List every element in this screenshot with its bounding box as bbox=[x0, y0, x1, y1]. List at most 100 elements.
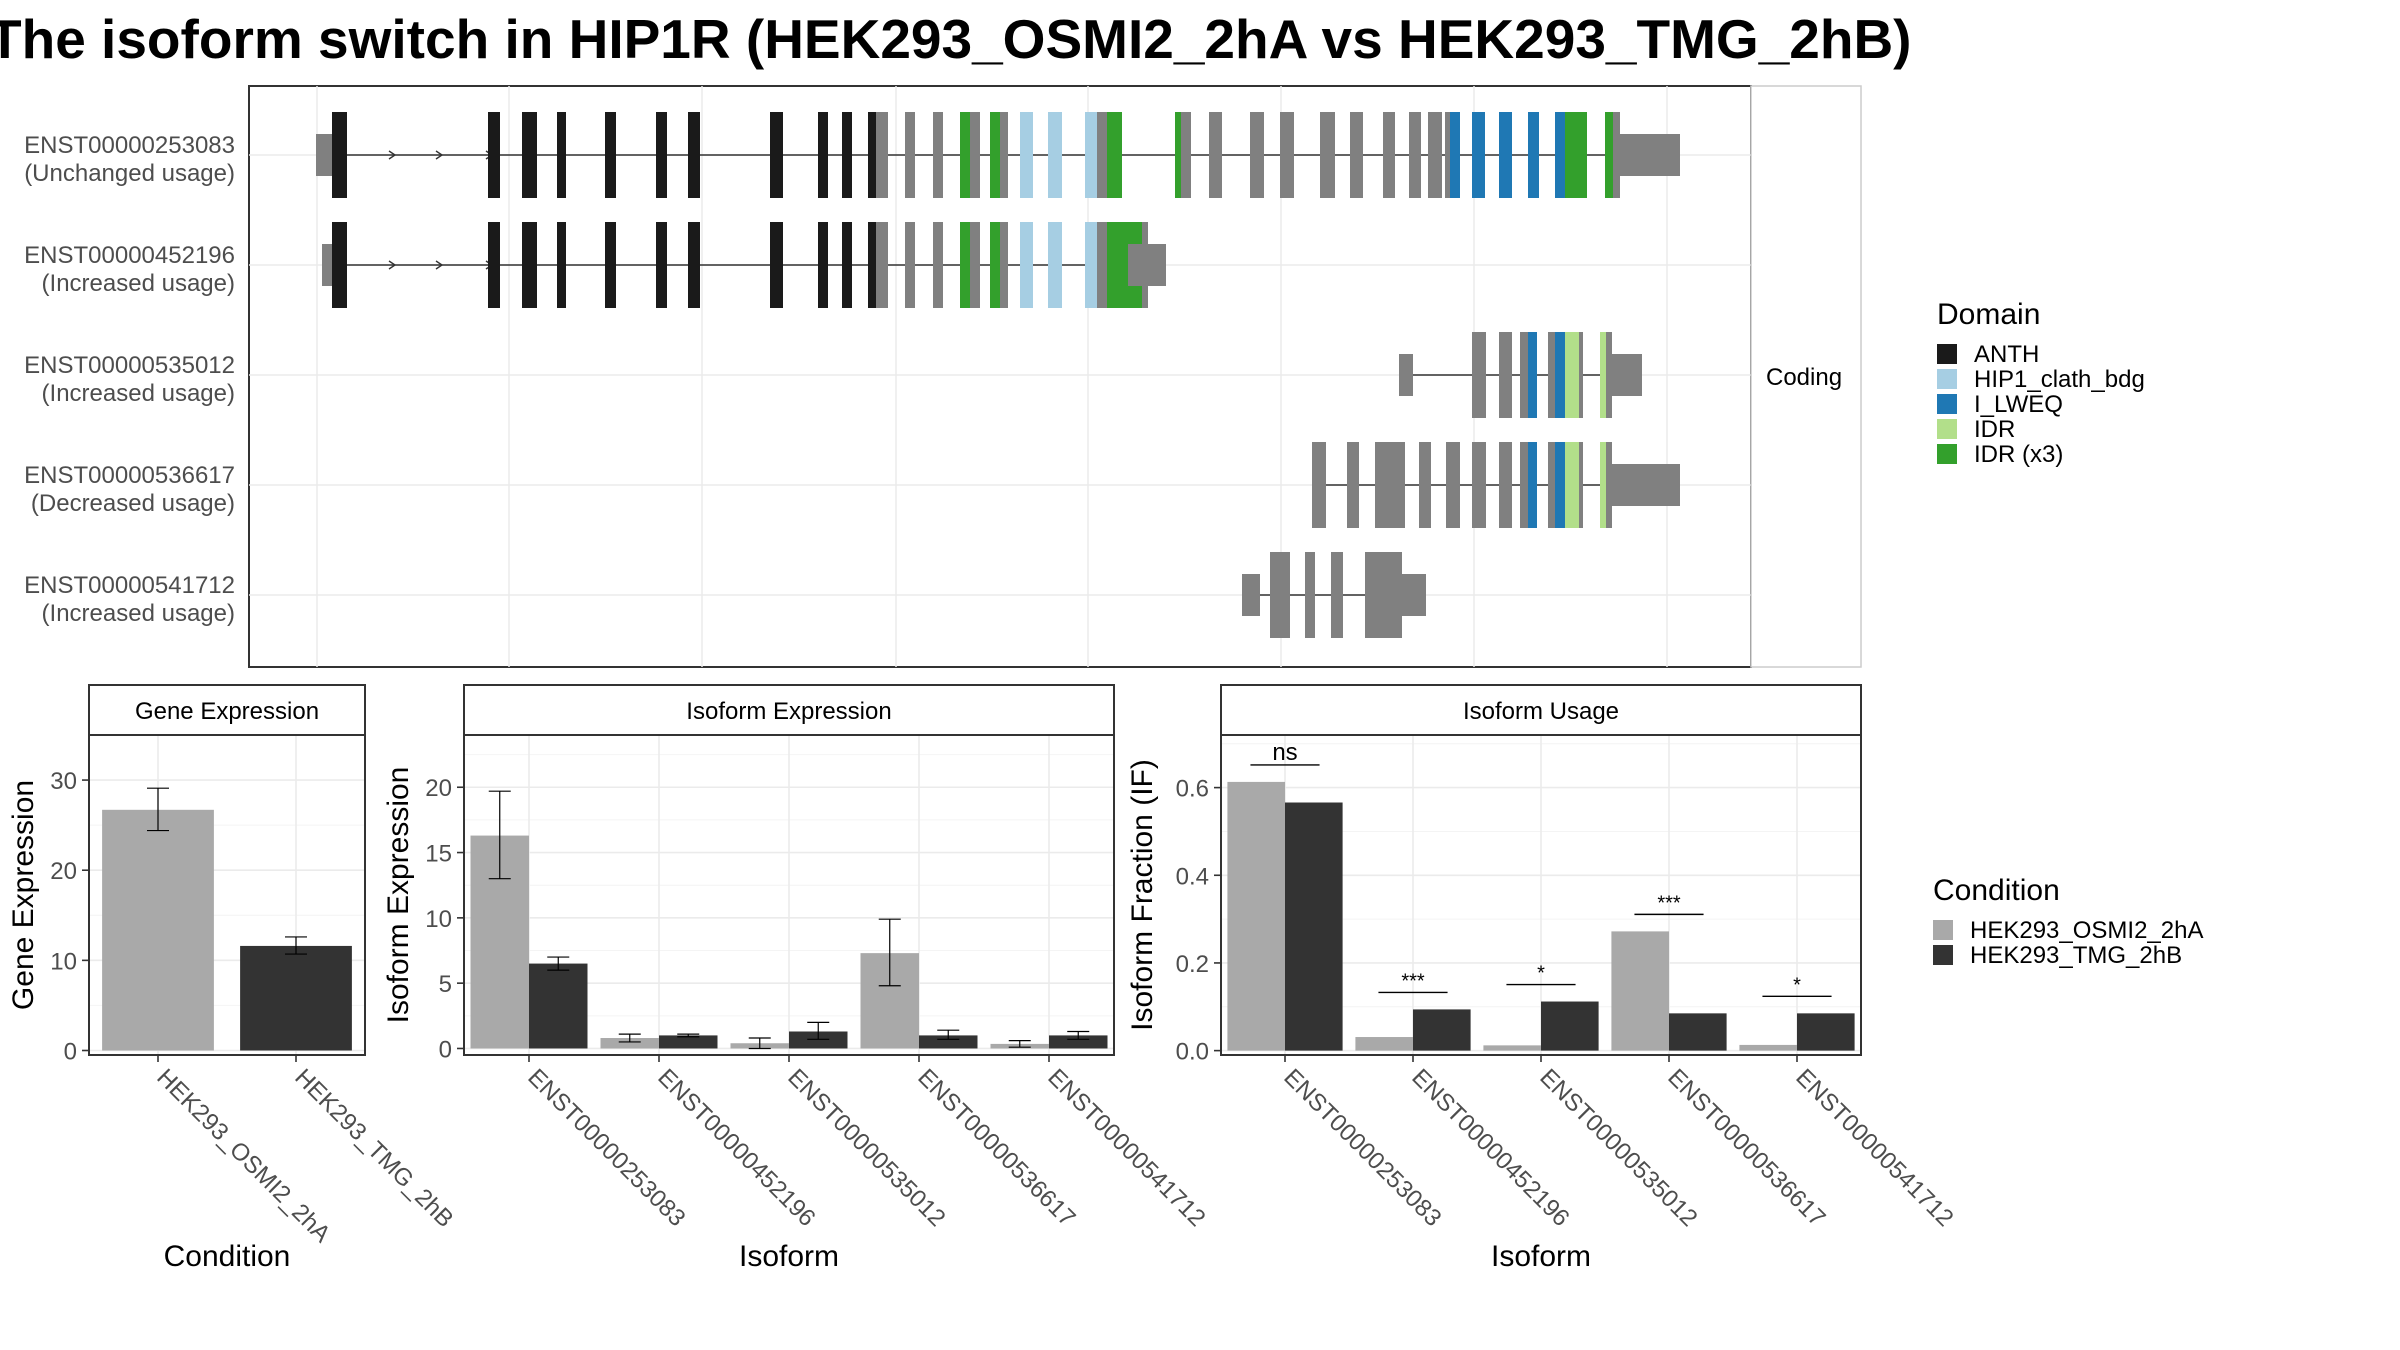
facet-strip bbox=[1220, 684, 1862, 736]
exon-block bbox=[1128, 244, 1166, 286]
domain-exon bbox=[1107, 222, 1122, 308]
isoform-id-label: ENST00000536617 bbox=[24, 462, 235, 489]
exon-block bbox=[1428, 112, 1442, 198]
domain-legend-swatch bbox=[1937, 444, 1957, 464]
significance-label: * bbox=[1793, 974, 1801, 996]
y-tick-label: 10 bbox=[50, 948, 77, 975]
domain-legend-label: I_LWEQ bbox=[1974, 391, 2063, 418]
y-tick-label: 0 bbox=[64, 1038, 77, 1065]
exon-block bbox=[1446, 442, 1460, 528]
domain-exon bbox=[1048, 112, 1062, 198]
exon-block bbox=[876, 112, 888, 198]
exon-block bbox=[1000, 112, 1008, 198]
bar bbox=[1541, 1001, 1599, 1051]
domain-exon bbox=[557, 222, 566, 308]
domain-legend-swatch bbox=[1937, 394, 1957, 414]
y-axis-title: Isoform Expression bbox=[382, 767, 415, 1024]
exon-block bbox=[1499, 332, 1512, 418]
exon-block bbox=[1375, 442, 1405, 528]
significance-label: *** bbox=[1657, 892, 1681, 914]
domain-exon bbox=[605, 112, 616, 198]
bar bbox=[1413, 1009, 1471, 1051]
isoform-usage-label: (Increased usage) bbox=[42, 600, 235, 627]
bar bbox=[789, 1031, 848, 1049]
domain-exon bbox=[1600, 332, 1606, 418]
domain-exon bbox=[1528, 112, 1539, 198]
facet-strip bbox=[463, 684, 1115, 736]
isoform-usage-chart: ns*** *****Isoform Usage0.00.20.40.6ENST0… bbox=[1126, 684, 1959, 1273]
domain-exon bbox=[818, 222, 828, 308]
exon-block bbox=[1399, 354, 1413, 396]
isoform-labels: ENST00000253083(Unchanged usage) ENST0000… bbox=[24, 132, 235, 627]
bar bbox=[659, 1035, 718, 1049]
domain-exon bbox=[1450, 112, 1460, 198]
exon-block bbox=[1320, 112, 1335, 198]
domain-legend-label: IDR bbox=[1974, 416, 2015, 443]
exon-block bbox=[1499, 442, 1512, 528]
domain-legend-swatch bbox=[1937, 369, 1957, 389]
exon-block bbox=[1270, 552, 1276, 638]
coding-strip bbox=[1750, 85, 1862, 668]
exon-block bbox=[322, 244, 334, 286]
exon-block bbox=[1419, 442, 1431, 528]
isoform-expression-chart: Isoform Expression05101520ENST0000025308… bbox=[382, 684, 1211, 1273]
facet-strip-label: Gene Expression bbox=[135, 698, 319, 725]
domain-exon bbox=[1528, 332, 1537, 418]
strand-arrow-icon bbox=[435, 260, 444, 270]
exon-block bbox=[1181, 112, 1191, 198]
domain-exon bbox=[1565, 442, 1579, 528]
exon-block bbox=[1472, 442, 1486, 528]
domain-exon bbox=[656, 222, 667, 308]
exon-block bbox=[1242, 574, 1260, 616]
domain-exon bbox=[990, 112, 1000, 198]
exon-block bbox=[1606, 442, 1612, 528]
significance-label: *** bbox=[1401, 970, 1425, 992]
transcript-track bbox=[1312, 442, 1680, 528]
domain-exon bbox=[1175, 112, 1181, 198]
y-tick-label: 0 bbox=[439, 1036, 452, 1063]
domain-exon bbox=[688, 222, 700, 308]
bar bbox=[240, 945, 352, 1051]
domain-exon bbox=[1499, 112, 1512, 198]
y-tick-label: 20 bbox=[425, 775, 452, 802]
exon-block bbox=[1250, 112, 1264, 198]
domain-legend-swatch bbox=[1937, 419, 1957, 439]
domain-exon bbox=[960, 112, 970, 198]
strand-arrow-icon bbox=[388, 260, 397, 270]
exon-block bbox=[1331, 552, 1343, 638]
isoform-usage-label: (Decreased usage) bbox=[31, 490, 235, 517]
domain-exon bbox=[842, 222, 852, 308]
exon-block bbox=[1520, 442, 1528, 528]
figure-title: The isoform switch in HIP1R (HEK293_OSMI… bbox=[0, 8, 1912, 70]
x-axis-title: Isoform bbox=[1491, 1240, 1591, 1273]
significance-label: * bbox=[1537, 963, 1545, 985]
y-tick-label: 15 bbox=[425, 841, 452, 868]
exon-block bbox=[1209, 112, 1222, 198]
isoform-usage-label: (Increased usage) bbox=[42, 270, 235, 297]
bar bbox=[1227, 781, 1285, 1051]
y-tick-label: 30 bbox=[50, 768, 77, 795]
y-tick-label: 0.6 bbox=[1176, 776, 1209, 803]
domain-exon bbox=[1565, 112, 1575, 198]
exon-block bbox=[1400, 574, 1426, 616]
exon-block bbox=[1097, 112, 1107, 198]
exon-block bbox=[1445, 112, 1450, 198]
x-axis-title: Condition bbox=[164, 1240, 291, 1273]
condition-legend-label: HEK293_OSMI2_2hA bbox=[1970, 917, 2203, 944]
domain-exon bbox=[522, 112, 537, 198]
exon-block bbox=[1472, 332, 1486, 418]
y-tick-label: 20 bbox=[50, 858, 77, 885]
domain-legend-label: IDR (x3) bbox=[1974, 441, 2063, 468]
domain-exon bbox=[656, 112, 667, 198]
exon-block bbox=[1613, 112, 1620, 198]
exon-block bbox=[1548, 332, 1555, 418]
transcript-track bbox=[1242, 552, 1426, 638]
domain-exon bbox=[605, 222, 616, 308]
exon-block bbox=[1312, 442, 1326, 528]
y-tick-label: 0.0 bbox=[1176, 1039, 1209, 1066]
isoform-usage-label: (Unchanged usage) bbox=[24, 160, 235, 187]
